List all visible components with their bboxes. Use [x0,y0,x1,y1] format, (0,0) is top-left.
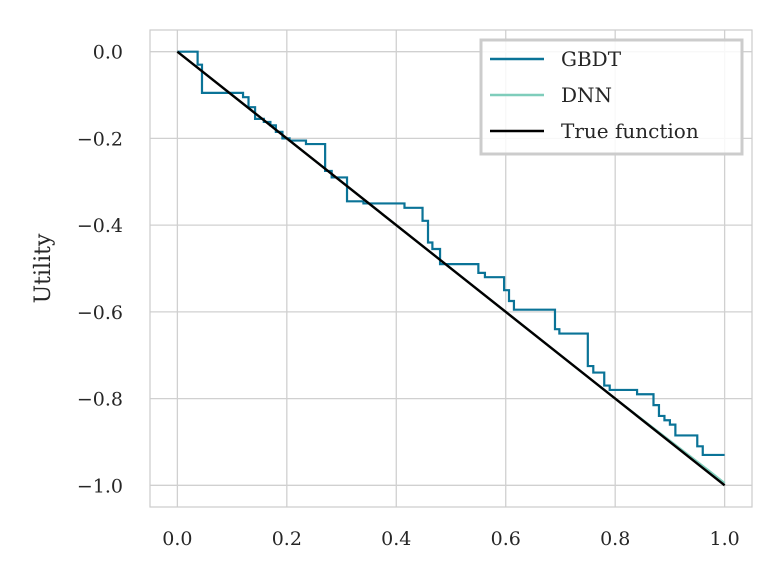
x-tick-label: 0.6 [491,528,521,550]
legend-label-gbdt: GBDT [561,47,622,71]
axes-frame [149,29,753,508]
y-tick-label: −1.0 [77,475,123,497]
legend-frame [479,38,744,156]
x-tick-labels: 0.0 0.2 0.4 0.6 0.8 1.0 [162,528,739,550]
legend: GBDT DNN True function [479,38,744,156]
y-tick-label: −0.4 [77,215,123,237]
y-tick-label: 0.0 [93,42,123,64]
y-axis-label: Utility [31,233,56,303]
series-line-true-function [176,50,726,487]
y-tick-label: −0.2 [77,128,123,150]
series-line-gbdt [177,50,725,457]
legend-label-dnn: DNN [561,83,612,107]
x-tick-label: 0.2 [272,528,302,550]
x-tick-label: 0.4 [381,528,411,550]
y-tick-label: −0.6 [77,302,123,324]
y-tick-labels: 0.0 −0.2 −0.4 −0.6 −0.8 −1.0 [77,42,123,498]
legend-label-true-function: True function [561,119,699,143]
y-tick-label: −0.8 [77,389,123,411]
x-tick-label: 1.0 [710,528,740,550]
x-tick-label: 0.0 [162,528,192,550]
series-lines [176,50,726,487]
x-tick-label: 0.8 [600,528,630,550]
